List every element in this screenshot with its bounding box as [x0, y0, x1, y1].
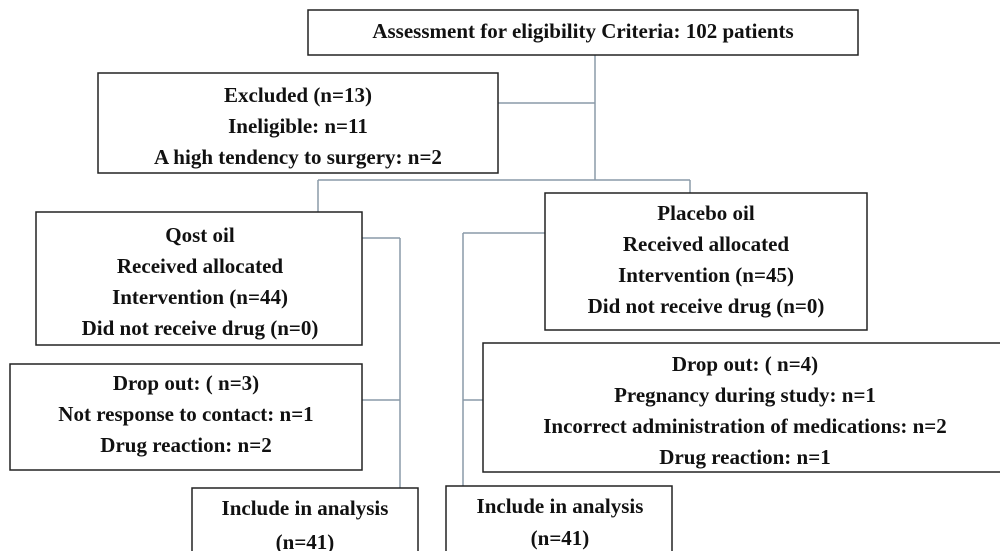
box-text: Include in analysis — [477, 494, 644, 518]
box-text: Received allocated — [117, 254, 284, 278]
box-text: Drop out: ( n=4) — [672, 352, 818, 376]
box-text: A high tendency to surgery: n=2 — [154, 145, 442, 169]
box — [35, 211, 363, 346]
box-text: Qost oil — [165, 223, 235, 247]
box-text: Drug reaction: n=1 — [659, 445, 830, 469]
box-text: Incorrect administration of medications:… — [543, 414, 947, 438]
box — [97, 72, 499, 174]
box-text: Placebo oil — [657, 201, 755, 225]
box-text: Received allocated — [623, 232, 790, 256]
connectors — [317, 55, 691, 488]
box — [482, 342, 1000, 473]
box-text: Excluded (n=13) — [224, 83, 372, 107]
box-text: Intervention (n=44) — [112, 285, 288, 309]
box-text: Did not receive drug (n=0) — [82, 316, 319, 340]
box-text: Not response to contact: n=1 — [58, 402, 313, 426]
box — [9, 363, 363, 471]
box-text: Assessment for eligibility Criteria: 102… — [372, 19, 793, 43]
box-text: Ineligible: n=11 — [228, 114, 368, 138]
box-text: Drug reaction: n=2 — [100, 433, 271, 457]
box-text: (n=41) — [531, 526, 590, 550]
box — [544, 192, 868, 331]
box — [191, 487, 419, 551]
box — [307, 9, 859, 56]
box-text: Include in analysis — [222, 496, 389, 520]
box-text: Pregnancy during study: n=1 — [614, 383, 876, 407]
box-text: Intervention (n=45) — [618, 263, 794, 287]
box-text: Did not receive drug (n=0) — [588, 294, 825, 318]
box-text: (n=41) — [276, 530, 335, 551]
box-text: Drop out: ( n=3) — [113, 371, 259, 395]
box — [445, 485, 673, 551]
